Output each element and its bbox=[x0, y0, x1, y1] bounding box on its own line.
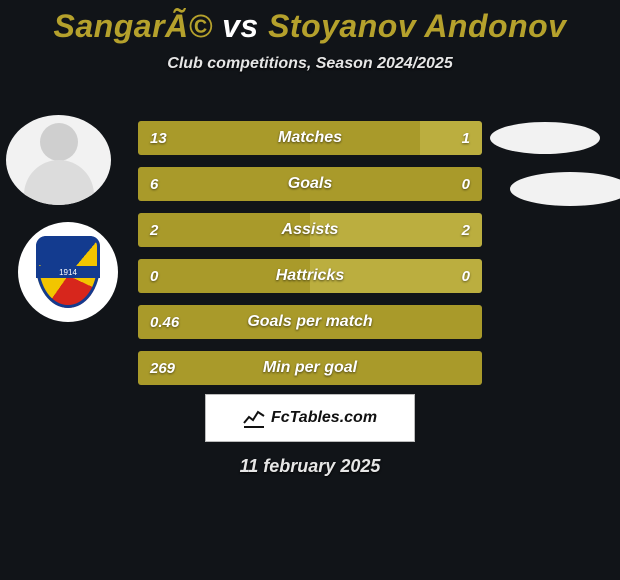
stat-row: 22Assists bbox=[138, 213, 482, 247]
stat-row: 60Goals bbox=[138, 167, 482, 201]
title-vs: vs bbox=[222, 8, 259, 44]
date: 11 february 2025 bbox=[0, 456, 620, 477]
stats-panel: 131Matches 60Goals 22Assists 00Hattricks 0.4… bbox=[138, 121, 482, 397]
stat-label: Assists bbox=[138, 213, 482, 247]
club-logo: 1914 bbox=[18, 222, 118, 322]
stat-row: 269Min per goal bbox=[138, 351, 482, 385]
page-title: SangarÃ© vs Stoyanov Andonov bbox=[0, 0, 620, 45]
shield-year: 1914 bbox=[36, 266, 100, 278]
player-a-photo bbox=[6, 115, 111, 205]
stat-label: Goals bbox=[138, 167, 482, 201]
brand-badge: FcTables.com bbox=[205, 394, 415, 442]
stat-label: Goals per match bbox=[138, 305, 482, 339]
stat-label: Min per goal bbox=[138, 351, 482, 385]
stat-label: Hattricks bbox=[138, 259, 482, 293]
stat-label: Matches bbox=[138, 121, 482, 155]
title-player-b: Stoyanov Andonov bbox=[268, 8, 566, 44]
player-b-photo-2 bbox=[510, 172, 620, 206]
chart-icon bbox=[243, 408, 265, 428]
stat-row: 0.46Goals per match bbox=[138, 305, 482, 339]
subtitle: Club competitions, Season 2024/2025 bbox=[0, 55, 620, 73]
player-b-photo-1 bbox=[490, 122, 600, 154]
title-player-a: SangarÃ© bbox=[54, 8, 213, 44]
stat-row: 00Hattricks bbox=[138, 259, 482, 293]
stat-row: 131Matches bbox=[138, 121, 482, 155]
shield-icon: 1914 bbox=[36, 236, 100, 308]
brand-text: FcTables.com bbox=[271, 409, 377, 427]
